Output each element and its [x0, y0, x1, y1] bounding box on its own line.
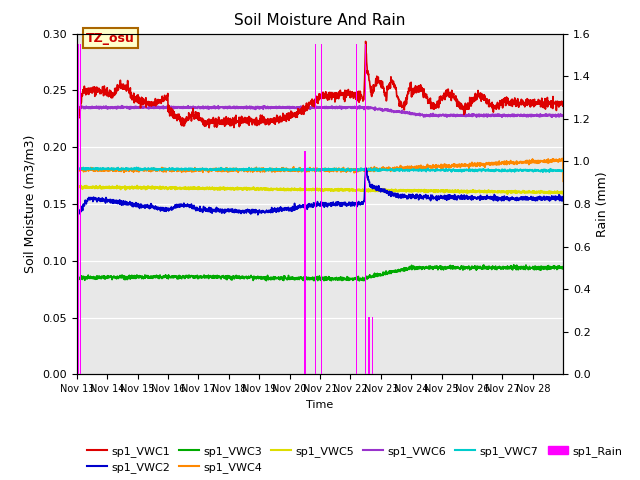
Bar	[369, 317, 370, 374]
Bar	[315, 44, 316, 374]
Y-axis label: Rain (mm): Rain (mm)	[596, 171, 609, 237]
Bar	[321, 44, 323, 374]
Bar	[356, 44, 357, 374]
X-axis label: Time: Time	[307, 400, 333, 409]
Y-axis label: Soil Moisture (m3/m3): Soil Moisture (m3/m3)	[24, 135, 36, 273]
Bar	[77, 44, 79, 374]
Bar	[304, 151, 305, 374]
Text: TZ_osu: TZ_osu	[86, 32, 134, 45]
Bar	[80, 44, 81, 374]
Title: Soil Moisture And Rain: Soil Moisture And Rain	[234, 13, 406, 28]
Bar	[372, 317, 373, 374]
Bar	[365, 44, 366, 374]
Legend: sp1_VWC1, sp1_VWC2, sp1_VWC3, sp1_VWC4, sp1_VWC5, sp1_VWC6, sp1_VWC7, sp1_Rain: sp1_VWC1, sp1_VWC2, sp1_VWC3, sp1_VWC4, …	[83, 441, 627, 478]
